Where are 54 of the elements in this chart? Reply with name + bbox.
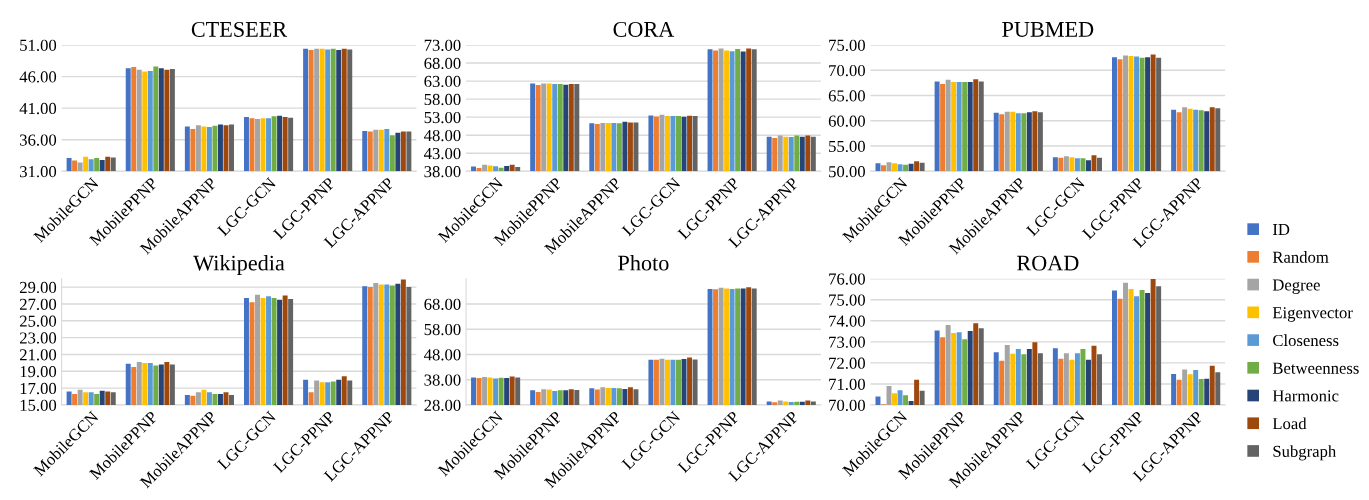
y-tick-label: 25.00	[19, 315, 57, 327]
y-tick-label: 31.00	[20, 166, 57, 178]
y-tick-label: 60.00	[828, 115, 865, 127]
legend-label: Load	[1272, 417, 1307, 430]
y-tick-label: 63.00	[424, 75, 461, 88]
y-tick-label: 55.00	[829, 140, 865, 153]
legend-label: Harmonic	[1272, 390, 1339, 402]
y-tick-label: 75.00	[829, 294, 865, 306]
y-tick-label: 43.00	[424, 147, 461, 160]
y-tick-label: 48.00	[424, 349, 461, 361]
y-tick-label: 38.00	[424, 166, 461, 178]
legend-label: Eigenvector	[1272, 307, 1353, 322]
y-tick-label: 70.00	[829, 64, 865, 77]
chart-title: CTESEER	[191, 21, 288, 37]
y-tick-label: 48.00	[424, 129, 461, 142]
y-tick-label: 27.00	[19, 298, 57, 310]
legend-label: Betweenness	[1272, 362, 1359, 374]
legend-label: Closeness	[1273, 334, 1339, 347]
y-tick-label: 38.00	[424, 374, 461, 386]
y-tick-label: 50.00	[829, 166, 865, 178]
chart-title: CORA	[613, 21, 675, 37]
y-tick-label: 74.00	[829, 315, 865, 327]
y-tick-label: 73.00	[424, 39, 461, 52]
legend-label: Random	[1272, 251, 1329, 263]
y-tick-label: 76.00	[829, 273, 865, 285]
legend-label: Degree	[1272, 279, 1320, 294]
y-tick-label: 70.00	[829, 399, 865, 412]
y-tick-label: 29.00	[19, 281, 57, 294]
y-tick-label: 75.00	[829, 39, 865, 52]
y-tick-label: 53.00	[424, 111, 461, 124]
y-tick-label: 51.00	[20, 39, 57, 52]
legend-label: ID	[1272, 224, 1290, 235]
y-tick-label: 68.00	[424, 57, 461, 70]
y-tick-label: 46.00	[19, 71, 57, 83]
legend-label: Subgraph	[1273, 445, 1337, 461]
chart-title: Wikipedia	[193, 254, 285, 276]
y-tick-label: 68.00	[424, 298, 461, 310]
y-tick-label: 65.00	[828, 90, 865, 102]
y-tick-label: 36.00	[20, 134, 57, 146]
y-tick-label: 71.00	[829, 378, 865, 390]
y-tick-label: 72.00	[829, 357, 865, 369]
y-tick-label: 19.00	[20, 366, 57, 378]
y-tick-label: 28.00	[424, 399, 461, 412]
chart-title: PUBMED	[1002, 22, 1094, 37]
y-tick-label: 23.00	[19, 332, 57, 344]
y-tick-label: 17.00	[20, 382, 57, 395]
y-tick-label: 21.00	[19, 349, 57, 361]
chart-title: ROAD	[1017, 255, 1079, 271]
y-tick-label: 58.00	[424, 93, 461, 106]
y-tick-label: 41.00	[19, 102, 57, 115]
y-tick-label: 73.00	[829, 336, 865, 348]
y-tick-label: 15.00	[20, 399, 57, 412]
y-tick-label: 58.00	[424, 323, 461, 336]
chart-title: Photo	[618, 254, 669, 271]
